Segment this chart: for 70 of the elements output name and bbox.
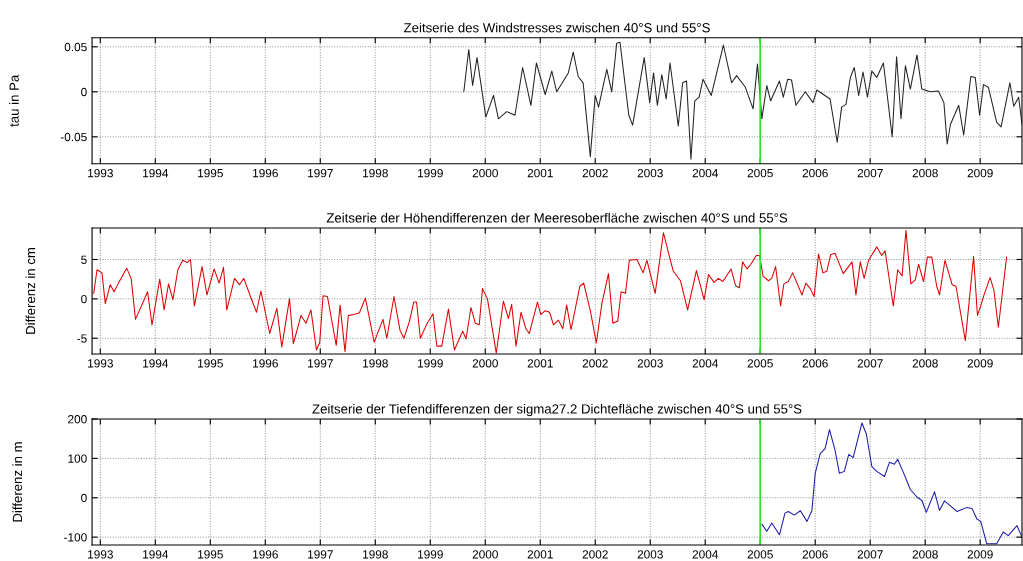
- x-tick-label: 1999: [418, 168, 443, 178]
- x-tick-label: 2006: [802, 359, 828, 368]
- y-tick-label: 0.05: [64, 42, 87, 52]
- x-tick-label: 2006: [802, 168, 828, 178]
- line-series: [463, 41, 1022, 160]
- x-tick-label: 1996: [253, 168, 278, 178]
- x-tick-label: 2005: [747, 550, 773, 559]
- y-axis-title: tau in Pa: [9, 74, 19, 127]
- x-tick-label: 2001: [527, 359, 553, 368]
- x-tick-label: 2008: [912, 168, 938, 178]
- x-tick-label: 2007: [857, 550, 883, 559]
- x-tick-label: 1994: [143, 168, 169, 178]
- x-tick-label: 2000: [472, 359, 498, 368]
- x-tick-label: 1994: [143, 359, 169, 368]
- x-tick-label: 2007: [857, 359, 883, 368]
- x-tick-label: 1995: [198, 550, 223, 559]
- x-tick-label: 1996: [253, 359, 278, 368]
- x-tick-label: 2004: [692, 550, 719, 559]
- y-tick-label: 0: [81, 493, 87, 503]
- x-tick-label: 2006: [802, 550, 828, 559]
- y-tick-label: 0: [81, 87, 87, 97]
- chart-title: Zeitserie des Windstresses zwischen 40°S und 55°S: [404, 22, 710, 33]
- y-tick-label: -100: [64, 533, 87, 542]
- x-tick-label: 1993: [88, 168, 113, 178]
- x-tick-label: 2005: [747, 359, 773, 368]
- line-series: [761, 422, 1022, 545]
- x-tick-label: 1995: [198, 168, 223, 178]
- y-tick-label: 5: [81, 255, 87, 264]
- y-tick-label: -5: [77, 334, 87, 343]
- x-tick-label: 2003: [637, 550, 663, 559]
- y-tick-label: 200: [68, 415, 87, 424]
- x-tick-label: 1997: [308, 168, 333, 178]
- x-tick-label: 2002: [582, 550, 608, 559]
- x-tick-label: 1998: [363, 168, 388, 178]
- x-tick-label: 1994: [143, 550, 169, 559]
- x-tick-label: 2008: [912, 359, 938, 368]
- x-tick-label: 2005: [747, 168, 773, 178]
- x-tick-label: 1997: [308, 359, 333, 368]
- x-tick-label: 2002: [582, 359, 608, 368]
- x-tick-label: 1999: [418, 550, 443, 559]
- y-axis-title: Differenz in m: [12, 442, 23, 522]
- x-tick-label: 1997: [308, 550, 333, 559]
- x-tick-label: 1993: [88, 359, 113, 368]
- x-tick-label: 1998: [363, 550, 388, 559]
- y-tick-label: 0: [81, 294, 87, 304]
- x-tick-label: 2000: [472, 168, 498, 178]
- x-tick-label: 2004: [692, 168, 719, 178]
- x-tick-label: 1998: [363, 359, 388, 368]
- y-tick-label: 100: [68, 454, 87, 463]
- y-tick-label: -0.05: [60, 132, 87, 142]
- x-tick-label: 2001: [527, 550, 553, 559]
- x-tick-label: 2009: [967, 168, 993, 178]
- x-tick-label: 2008: [912, 550, 938, 559]
- x-tick-label: 2001: [527, 168, 553, 178]
- y-axis-title: Differenz in cm: [25, 247, 36, 334]
- x-tick-label: 1996: [253, 550, 278, 559]
- x-tick-label: 2009: [967, 550, 993, 559]
- x-tick-label: 2003: [637, 359, 663, 368]
- x-tick-label: 2009: [967, 359, 993, 368]
- x-tick-label: 2003: [637, 168, 663, 178]
- x-tick-label: 1993: [88, 550, 113, 559]
- line-series: [93, 229, 1008, 354]
- x-tick-label: 2002: [582, 168, 608, 178]
- chart-title: Zeitserie der Höhendifferenzen der Meeresoberfläche zwischen 40°S und 55°S: [326, 212, 788, 223]
- x-tick-label: 2000: [472, 550, 498, 559]
- x-tick-label: 1999: [418, 359, 443, 368]
- x-tick-label: 2007: [857, 168, 883, 178]
- x-tick-label: 2004: [692, 359, 719, 368]
- chart-title: Zeitserie der Tiefendifferenzen der sigma27.2 Dichtefläche zwischen 40°S und 55°S: [312, 403, 802, 417]
- x-tick-label: 1995: [198, 359, 223, 368]
